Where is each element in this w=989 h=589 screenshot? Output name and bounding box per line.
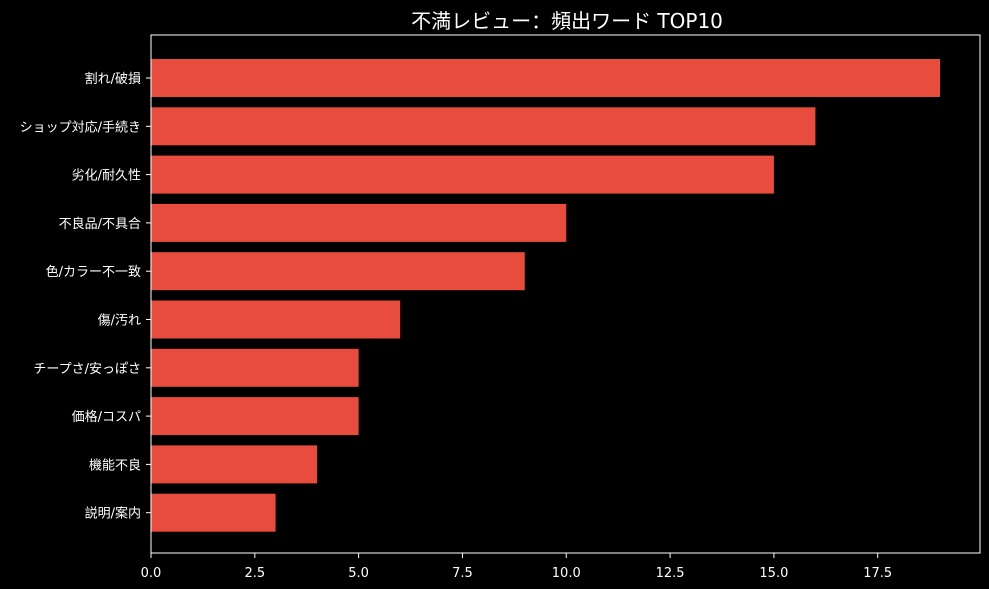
y-tick-label: 劣化/耐久性 (72, 169, 141, 184)
bar (151, 397, 359, 436)
y-tick-label: 機能不良 (89, 457, 141, 473)
bar (151, 348, 359, 387)
y-axis-labels: 割れ/破損ショップ対応/手続き劣化/耐久性不良品/不具合色/カラー不一致傷/汚れ… (20, 71, 151, 522)
y-tick-label: 割れ/破損 (85, 71, 141, 87)
y-tick-label: 傷/汚れ (98, 314, 141, 329)
y-tick-label: ショップ対応/手続き (20, 120, 141, 135)
x-tick-label: 7.5 (452, 566, 473, 581)
y-tick-label: 色/カラー不一致 (46, 264, 141, 280)
bar (151, 252, 525, 291)
bar (151, 445, 318, 484)
plot-frame (150, 34, 981, 554)
y-tick-label: 価格/コスパ (72, 409, 141, 425)
bar (151, 155, 774, 194)
y-tick-label: チープさ/安っぽさ (33, 362, 141, 377)
x-tick-label: 15.0 (759, 566, 788, 581)
bar (151, 300, 401, 339)
y-tick-label: 不良品/不具合 (59, 216, 141, 232)
x-tick-label: 12.5 (656, 566, 685, 581)
bar (151, 493, 276, 532)
bar (151, 107, 816, 146)
x-tick-label: 10.0 (552, 566, 581, 581)
x-tick-label: 5.0 (348, 566, 369, 581)
x-tick-label: 17.5 (863, 566, 892, 581)
bars-group (151, 59, 940, 532)
y-tick-label: 説明/案内 (85, 506, 141, 522)
x-axis: 0.0 2.5 5.0 7.5 10.0 12.5 15.0 17.5 (141, 553, 892, 581)
x-tick-label: 2.5 (244, 566, 265, 581)
bar (151, 59, 940, 97)
bar (151, 203, 567, 242)
chart-title: 不満レビュー：頻出ワード TOP10 (411, 9, 723, 33)
x-tick-label: 0.0 (141, 566, 162, 581)
